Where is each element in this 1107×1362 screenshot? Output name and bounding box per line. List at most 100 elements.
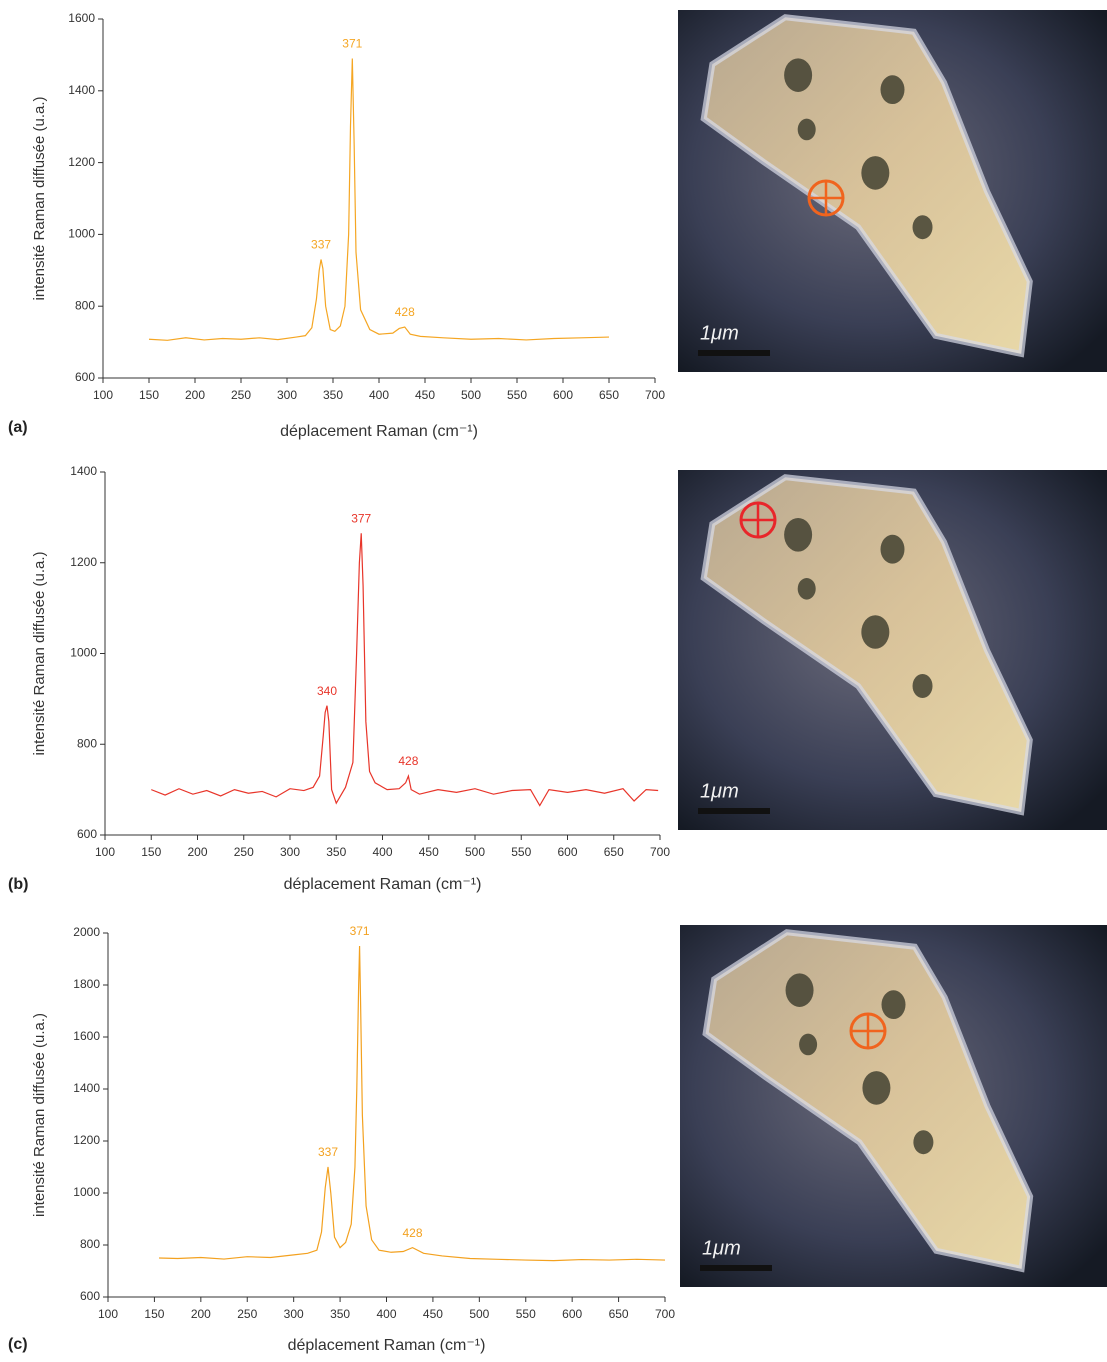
panel-label: (b): [8, 876, 28, 893]
spectrum-line: [159, 945, 666, 1262]
y-tick-label: 1000: [68, 227, 95, 241]
x-tick-label: 250: [231, 388, 251, 402]
x-tick-label: 450: [423, 1307, 443, 1321]
scale-label: 1μm: [700, 780, 739, 802]
x-tick-label: 700: [650, 845, 670, 859]
x-tick-label: 700: [645, 388, 665, 402]
inclusion: [881, 990, 906, 1020]
peak-label: 340: [317, 684, 337, 698]
x-tick-label: 300: [280, 845, 300, 859]
x-tick-label: 100: [93, 388, 113, 402]
x-tick-label: 550: [507, 388, 527, 402]
inclusion: [913, 1130, 934, 1155]
y-tick-label: 1200: [70, 555, 97, 569]
y-tick-label: 2000: [73, 925, 100, 939]
x-tick-label: 650: [599, 388, 619, 402]
y-tick-label: 600: [77, 827, 97, 841]
x-tick-label: 150: [144, 1307, 164, 1321]
y-tick-label: 1600: [73, 1029, 100, 1043]
x-tick-label: 700: [655, 1307, 675, 1321]
spectrum-line: [148, 58, 610, 341]
scale-label: 1μm: [702, 1237, 741, 1259]
inclusion: [785, 973, 814, 1007]
inclusion: [797, 118, 816, 141]
inclusion: [784, 518, 813, 552]
y-axis-label: intensité Raman diffusée (u.a.): [31, 1013, 48, 1217]
inclusion: [861, 156, 890, 190]
x-tick-label: 500: [461, 388, 481, 402]
x-tick-label: 350: [323, 388, 343, 402]
x-tick-label: 600: [557, 845, 577, 859]
inclusion: [797, 578, 816, 600]
x-tick-label: 650: [609, 1307, 629, 1321]
x-tick-label: 650: [604, 845, 624, 859]
x-tick-label: 350: [330, 1307, 350, 1321]
peak-label: 371: [350, 924, 370, 938]
x-tick-label: 550: [511, 845, 531, 859]
x-tick-label: 300: [277, 388, 297, 402]
y-tick-label: 1200: [73, 1133, 100, 1147]
y-tick-label: 800: [75, 298, 95, 312]
x-tick-label: 200: [191, 1307, 211, 1321]
x-tick-label: 200: [185, 388, 205, 402]
x-tick-label: 550: [516, 1307, 536, 1321]
y-tick-label: 1600: [68, 11, 95, 25]
x-axis-label: déplacement Raman (cm⁻¹): [288, 1337, 486, 1354]
x-tick-label: 200: [187, 845, 207, 859]
inclusion: [862, 1071, 891, 1105]
x-tick-label: 350: [326, 845, 346, 859]
x-tick-label: 400: [369, 388, 389, 402]
scale-label: 1μm: [700, 322, 739, 344]
peak-label: 428: [402, 1226, 422, 1240]
peak-label: 337: [318, 1145, 338, 1159]
x-tick-label: 150: [141, 845, 161, 859]
inclusion: [880, 534, 905, 564]
y-tick-label: 1800: [73, 977, 100, 991]
inclusion: [799, 1033, 818, 1056]
y-tick-label: 1000: [70, 646, 97, 660]
x-tick-label: 250: [237, 1307, 257, 1321]
y-axis-label: intensité Raman diffusée (u.a.): [31, 551, 48, 755]
x-tick-label: 450: [419, 845, 439, 859]
peak-label: 377: [351, 511, 371, 525]
y-tick-label: 600: [75, 370, 95, 384]
inclusion: [912, 674, 933, 698]
x-axis-label: déplacement Raman (cm⁻¹): [284, 876, 482, 893]
peak-label: 428: [395, 305, 415, 319]
peak-label: 371: [342, 37, 362, 51]
y-tick-label: 800: [80, 1237, 100, 1251]
spectrum-line: [151, 533, 659, 807]
inclusion: [861, 615, 890, 649]
x-tick-label: 100: [98, 1307, 118, 1321]
inclusion: [784, 58, 813, 92]
x-tick-label: 450: [415, 388, 435, 402]
x-tick-label: 600: [553, 388, 573, 402]
y-axis-label: intensité Raman diffusée (u.a.): [31, 96, 48, 300]
panel-label: (c): [8, 1336, 28, 1353]
inclusion: [880, 75, 905, 105]
y-tick-label: 600: [80, 1289, 100, 1303]
x-tick-label: 250: [234, 845, 254, 859]
peak-label: 337: [311, 238, 331, 252]
y-tick-label: 800: [77, 736, 97, 750]
scale-bar: [698, 808, 770, 814]
x-tick-label: 400: [372, 845, 392, 859]
x-tick-label: 600: [562, 1307, 582, 1321]
x-tick-label: 100: [95, 845, 115, 859]
y-tick-label: 1200: [68, 155, 95, 169]
inclusion: [912, 215, 933, 240]
peak-label: 428: [398, 754, 418, 768]
x-tick-label: 150: [139, 388, 159, 402]
x-tick-label: 300: [284, 1307, 304, 1321]
y-tick-label: 1400: [70, 464, 97, 478]
x-axis-label: déplacement Raman (cm⁻¹): [280, 423, 478, 440]
y-tick-label: 1400: [68, 83, 95, 97]
x-tick-label: 400: [376, 1307, 396, 1321]
y-tick-label: 1400: [73, 1081, 100, 1095]
x-tick-label: 500: [465, 845, 485, 859]
y-tick-label: 1000: [73, 1185, 100, 1199]
scale-bar: [700, 1265, 772, 1271]
panel-label: (a): [8, 419, 28, 436]
scale-bar: [698, 350, 770, 356]
